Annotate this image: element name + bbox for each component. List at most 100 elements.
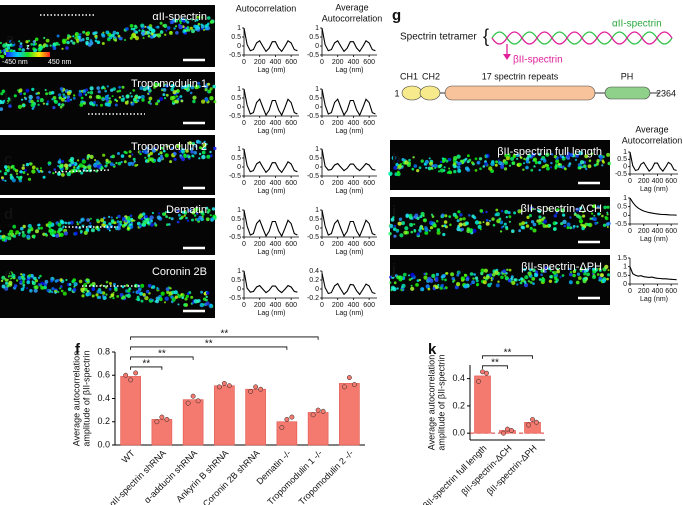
speckle (38, 283, 41, 286)
speckle (203, 140, 206, 143)
speckle (182, 19, 186, 23)
speckle (607, 273, 611, 277)
colorbar-label: 450 nm (48, 59, 72, 66)
speckle (413, 230, 417, 233)
speckle (111, 33, 115, 38)
speckle (58, 43, 61, 46)
speckle (9, 39, 14, 44)
speckle (49, 44, 52, 47)
speckle (59, 163, 64, 168)
speckle (125, 94, 130, 99)
speckle (549, 269, 552, 272)
speckle (19, 280, 23, 284)
speckle (18, 88, 23, 92)
speckle (21, 48, 26, 52)
x-tick-label: 0 (628, 228, 632, 235)
speckle (27, 48, 30, 50)
speckle (84, 93, 88, 96)
speckle (472, 277, 475, 280)
speckle (78, 33, 82, 36)
speckle (16, 175, 19, 179)
speckle (569, 216, 572, 219)
panel-letter: a (6, 31, 15, 48)
speckle (22, 286, 25, 289)
speckle (142, 293, 146, 297)
speckle (485, 155, 488, 158)
speckle (191, 18, 194, 21)
speckle (176, 143, 181, 149)
x-tick-label: 400 (348, 59, 360, 66)
speckle (42, 102, 46, 105)
speckle (594, 221, 598, 225)
speckle (136, 298, 141, 302)
speckle (480, 268, 485, 273)
speckle (402, 272, 407, 277)
speckle (20, 226, 24, 231)
speckle (597, 212, 601, 216)
y-tick-label: 0 (237, 104, 241, 111)
speckle (606, 226, 609, 228)
speckle (410, 277, 413, 280)
speckle (1, 284, 6, 289)
speckle (71, 280, 75, 284)
speckle (431, 215, 435, 218)
speckle (504, 209, 509, 214)
speckle (540, 158, 543, 161)
speckle (418, 229, 422, 233)
speckle (0, 107, 4, 111)
speckle (10, 173, 13, 177)
speckle (117, 214, 121, 219)
speckle (145, 85, 150, 90)
speckle (18, 232, 21, 235)
speckle (564, 167, 567, 171)
speckle (200, 210, 203, 213)
speckle (400, 288, 403, 292)
speckle (153, 83, 158, 88)
speckle (118, 89, 122, 93)
speckle (596, 162, 599, 166)
speckle (17, 104, 22, 109)
speckle (147, 34, 151, 38)
speckle (157, 153, 160, 156)
speckle (149, 151, 153, 156)
speckle (534, 161, 539, 165)
speckle (464, 157, 468, 161)
speckle (123, 160, 127, 164)
speckle (577, 276, 582, 280)
speckle (25, 88, 30, 93)
speckle (504, 160, 508, 165)
speckle (443, 224, 447, 228)
speckle (607, 161, 612, 166)
speckle (574, 212, 577, 215)
speckle (211, 207, 216, 211)
speckle (454, 285, 459, 290)
data-point (480, 369, 485, 375)
speckle (483, 276, 486, 280)
tetramer-label: Spectrin tetramer (400, 32, 477, 43)
speckle (66, 95, 71, 99)
domain-label: PH (621, 71, 634, 81)
x-tick-label: 600 (285, 302, 297, 309)
speckle (21, 230, 25, 234)
speckle (555, 280, 558, 283)
speckle (176, 220, 180, 224)
data-point (351, 382, 357, 387)
speckle (76, 222, 80, 226)
speckle (126, 100, 129, 103)
speckle (48, 230, 51, 233)
speckle (117, 152, 120, 155)
speckle (518, 278, 521, 282)
speckle (169, 287, 172, 290)
bar (276, 421, 298, 446)
speckle (61, 103, 65, 107)
speckle (207, 208, 211, 212)
speckle (108, 215, 111, 218)
speckle (548, 267, 551, 271)
image-label: βII-spectrin full length (497, 146, 602, 158)
speckle (119, 220, 123, 224)
speckle (462, 217, 466, 221)
speckle (439, 160, 443, 163)
significance-bracket (482, 365, 508, 369)
speckle (19, 175, 23, 179)
speckle (516, 157, 519, 160)
